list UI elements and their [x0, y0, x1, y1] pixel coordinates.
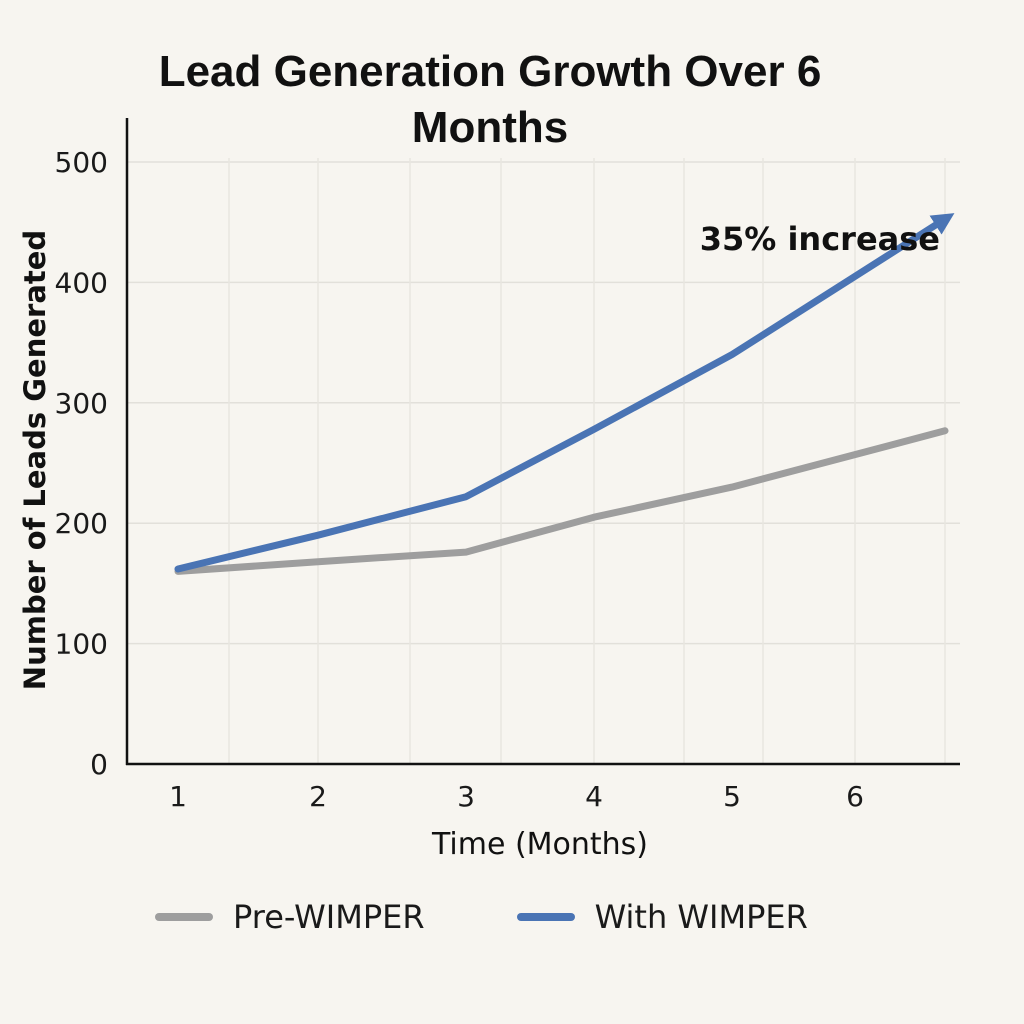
x-axis-label: Time (Months)	[431, 827, 648, 862]
legend-swatch-with-wimper	[516, 913, 575, 921]
y-tick-label-200: 200	[55, 507, 108, 540]
x-tick-label-5: 5	[723, 780, 741, 813]
legend-item-pre-wimper: Pre-WIMPER	[155, 898, 425, 936]
y-tick-label-400: 400	[55, 266, 108, 299]
legend-item-with-wimper: With WIMPER	[516, 898, 808, 936]
legend-swatch-pre-wimper	[155, 913, 213, 921]
increase-annotation: 35% increase	[700, 220, 940, 258]
series-line-pre-wimper	[174, 427, 949, 575]
legend-label-with-wimper: With WIMPER	[594, 898, 808, 936]
y-tick-label-100: 100	[55, 628, 108, 661]
chart-title: Lead Generation Growth Over 6 Months	[158, 47, 822, 152]
x-tick-label-3: 3	[457, 780, 475, 813]
series-layer	[174, 213, 955, 575]
legend-label-pre-wimper: Pre-WIMPER	[233, 898, 425, 936]
y-axis-label: Number of Leads Generated	[18, 230, 52, 690]
axes	[125, 118, 960, 766]
x-tick-label-1: 1	[169, 780, 187, 813]
x-tick-label-4: 4	[585, 780, 603, 813]
y-tick-label-0: 0	[90, 748, 108, 781]
legend: Pre-WIMPER With WIMPER	[155, 898, 900, 936]
y-tick-label-300: 300	[55, 387, 108, 420]
grid	[127, 158, 960, 764]
y-tick-label-500: 500	[55, 146, 108, 179]
x-tick-label-6: 6	[846, 780, 864, 813]
y-ticks: 0 100 200 300 400 500	[55, 146, 108, 781]
x-ticks: 1 2 3 4 5 6	[169, 780, 864, 813]
x-tick-label-2: 2	[309, 780, 327, 813]
series-line-with-wimper	[174, 213, 955, 573]
